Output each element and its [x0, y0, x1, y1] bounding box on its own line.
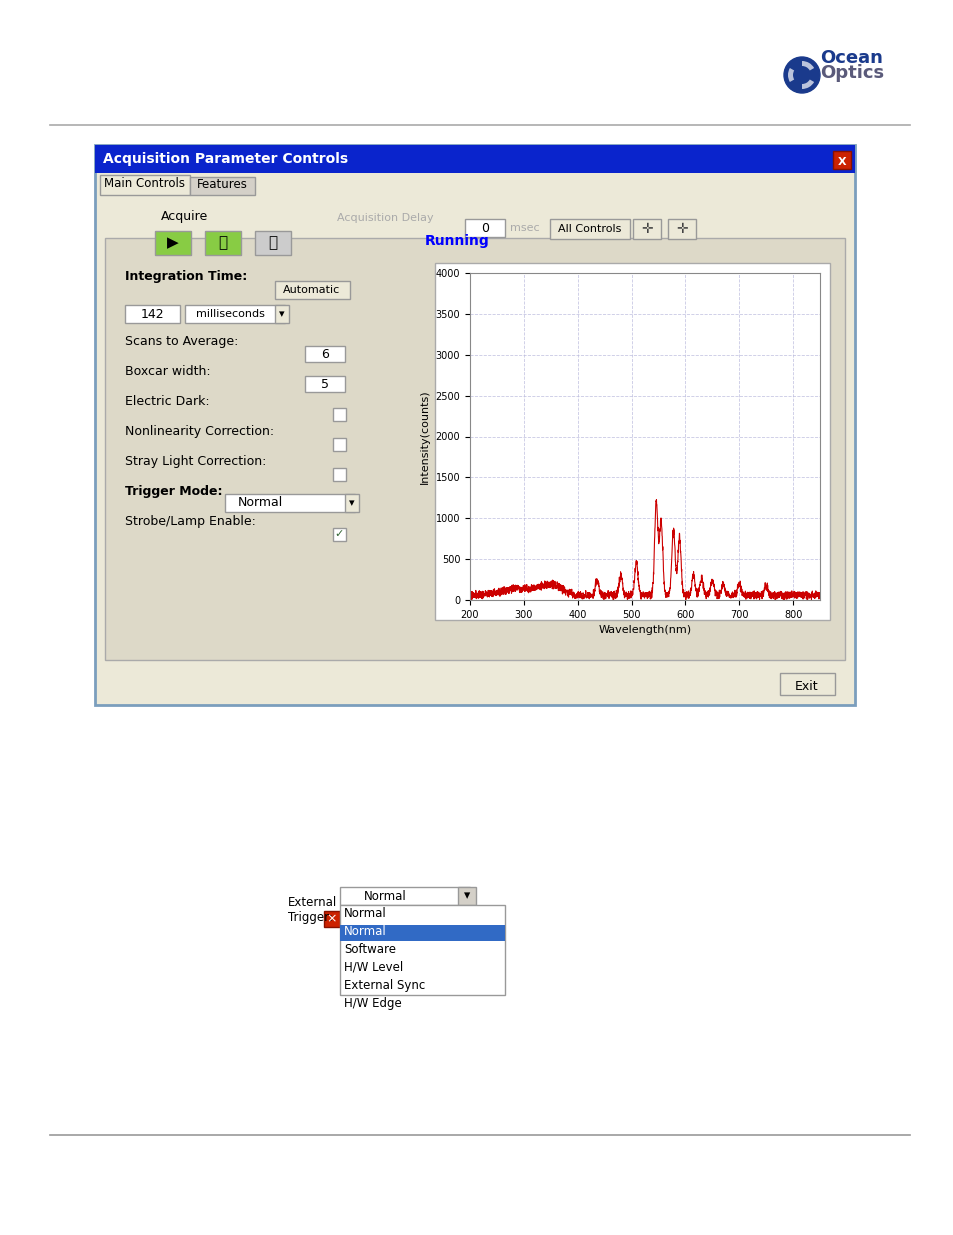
- Text: Main Controls: Main Controls: [105, 177, 185, 190]
- Text: Normal: Normal: [344, 925, 386, 939]
- Text: ▾: ▾: [349, 498, 355, 508]
- Bar: [105, 238, 844, 659]
- Text: 0: 0: [480, 222, 489, 236]
- Bar: [339, 905, 504, 995]
- Bar: [339, 925, 504, 941]
- Text: ▶: ▶: [167, 236, 178, 251]
- Text: Acquire: Acquire: [161, 210, 209, 224]
- Bar: [95, 144, 854, 173]
- Wedge shape: [787, 68, 794, 82]
- Text: Exit: Exit: [795, 680, 818, 694]
- Text: External
Trigger:: External Trigger:: [288, 897, 337, 924]
- Text: msec: msec: [510, 224, 539, 233]
- Bar: [205, 231, 241, 254]
- Bar: [125, 305, 180, 324]
- Bar: [633, 219, 660, 240]
- Text: ▾: ▾: [463, 889, 470, 903]
- Bar: [550, 219, 629, 240]
- Text: X: X: [837, 157, 845, 167]
- X-axis label: Wavelength(nm): Wavelength(nm): [598, 625, 691, 635]
- Bar: [832, 151, 850, 169]
- Text: Acquisition Parameter Controls: Acquisition Parameter Controls: [103, 152, 348, 165]
- Text: Integration Time:: Integration Time:: [125, 270, 247, 283]
- Bar: [667, 219, 696, 240]
- Text: 5: 5: [320, 378, 329, 390]
- Text: All Controls: All Controls: [558, 224, 621, 233]
- Text: ⏸: ⏸: [268, 236, 277, 251]
- Bar: [435, 263, 829, 620]
- Bar: [190, 177, 254, 195]
- Text: Boxcar width:: Boxcar width:: [125, 366, 211, 378]
- Bar: [345, 494, 358, 513]
- Text: Strobe/Lamp Enable:: Strobe/Lamp Enable:: [125, 515, 255, 529]
- Text: Features: Features: [196, 178, 247, 191]
- Text: Acquisition Delay: Acquisition Delay: [336, 212, 433, 224]
- Bar: [324, 911, 339, 927]
- Bar: [154, 231, 191, 254]
- Bar: [464, 219, 504, 237]
- Text: 142: 142: [140, 308, 164, 321]
- Text: Software: Software: [344, 944, 395, 956]
- Text: ▾: ▾: [279, 309, 285, 319]
- Text: 6: 6: [321, 347, 329, 361]
- Bar: [305, 346, 345, 362]
- Bar: [95, 144, 854, 705]
- Text: Normal: Normal: [344, 906, 386, 920]
- Text: Stray Light Correction:: Stray Light Correction:: [125, 454, 266, 468]
- Text: Nonlinearity Correction:: Nonlinearity Correction:: [125, 425, 274, 438]
- Text: H/W Level: H/W Level: [344, 961, 403, 974]
- Bar: [333, 438, 346, 451]
- Text: Normal: Normal: [237, 496, 282, 510]
- Text: Scans to Average:: Scans to Average:: [125, 335, 238, 348]
- Bar: [305, 375, 345, 391]
- Text: Electric Dark:: Electric Dark:: [125, 395, 210, 408]
- Text: ✛: ✛: [676, 222, 687, 236]
- Text: Running: Running: [424, 233, 489, 248]
- Bar: [274, 282, 350, 299]
- Bar: [780, 673, 834, 695]
- Text: External Sync: External Sync: [344, 979, 425, 992]
- Bar: [333, 468, 346, 480]
- Text: ⏭: ⏭: [218, 236, 228, 251]
- Bar: [254, 231, 291, 254]
- Text: ✛: ✛: [640, 222, 652, 236]
- Text: H/W Edge: H/W Edge: [344, 997, 401, 1010]
- Text: Trigger Mode:: Trigger Mode:: [125, 485, 222, 498]
- Bar: [339, 887, 470, 905]
- Y-axis label: Intensity(counts): Intensity(counts): [419, 389, 430, 484]
- Circle shape: [783, 57, 820, 93]
- Bar: [185, 305, 285, 324]
- Text: Normal: Normal: [363, 889, 406, 903]
- Bar: [225, 494, 355, 513]
- Wedge shape: [801, 61, 813, 70]
- Bar: [457, 887, 476, 905]
- Text: ✓: ✓: [334, 529, 343, 538]
- Text: Optics: Optics: [820, 64, 883, 82]
- Wedge shape: [801, 79, 813, 89]
- Bar: [274, 305, 289, 324]
- Bar: [333, 529, 346, 541]
- Text: milliseconds: milliseconds: [195, 309, 264, 319]
- Bar: [100, 175, 190, 195]
- Text: Automatic: Automatic: [283, 285, 340, 295]
- Bar: [333, 408, 346, 421]
- Text: ×: ×: [327, 913, 337, 925]
- Text: Ocean: Ocean: [820, 49, 882, 67]
